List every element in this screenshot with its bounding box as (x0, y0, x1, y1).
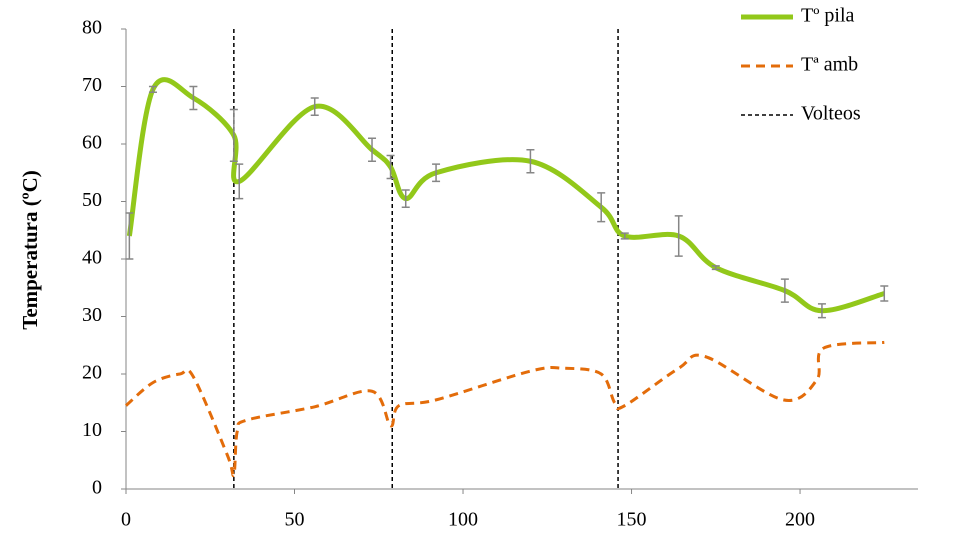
series-line (125, 340, 885, 478)
error-bar (125, 212, 134, 260)
y-tick-label: 0 (92, 477, 102, 499)
legend-label: Tº pila (801, 5, 855, 27)
error-bar (674, 215, 683, 257)
y-tick-label: 30 (82, 304, 102, 326)
error-bar (189, 85, 198, 111)
error-bar (368, 137, 377, 162)
error-bar (526, 149, 535, 174)
y-tick-label: 40 (82, 247, 102, 269)
x-tick-label: 100 (448, 509, 478, 531)
x-tick-label: 50 (285, 509, 305, 531)
error-bar (780, 278, 789, 303)
y-tick-label: 60 (82, 132, 102, 154)
x-tick-label: 200 (785, 509, 815, 531)
error-bar (310, 97, 319, 116)
error-bar (386, 154, 395, 180)
error-bar (597, 192, 606, 223)
x-tick-label: 0 (121, 509, 131, 531)
error-bar (235, 163, 244, 200)
error-bar (401, 189, 410, 208)
x-tick-label: 150 (617, 509, 647, 531)
y-axis-label: Temperatura (ºC) (18, 170, 42, 330)
error-bar (620, 232, 629, 240)
legend-label: Volteos (801, 103, 861, 125)
error-bar (148, 85, 157, 93)
y-tick-label: 10 (82, 419, 102, 441)
error-bar (817, 303, 826, 319)
error-bar (711, 265, 720, 271)
y-tick-label: 50 (82, 189, 102, 211)
error-bar (432, 163, 441, 183)
y-tick-label: 20 (82, 362, 102, 384)
legend-label: Tª amb (801, 54, 858, 76)
error-bar (229, 108, 238, 162)
error-bar (880, 285, 889, 302)
y-tick-label: 70 (82, 74, 102, 96)
y-tick-label: 80 (82, 17, 102, 39)
